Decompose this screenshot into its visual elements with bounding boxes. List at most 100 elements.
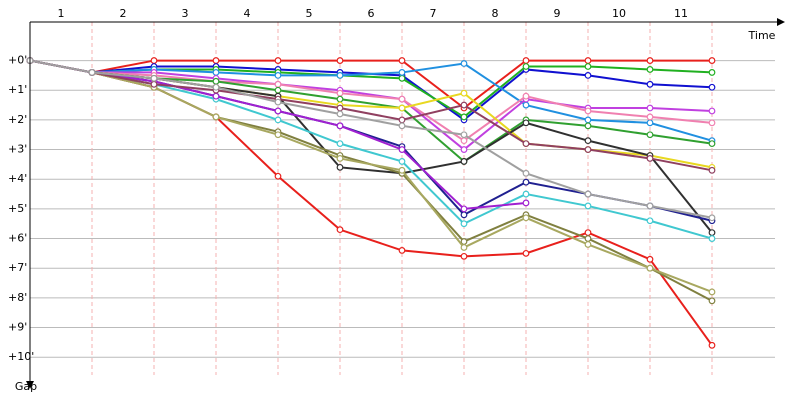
x-tick-label: 9 bbox=[554, 7, 561, 20]
point bbox=[274, 86, 282, 94]
y-tick-label: +0' bbox=[8, 54, 27, 67]
point bbox=[708, 83, 716, 91]
point bbox=[398, 158, 406, 165]
point bbox=[460, 137, 468, 145]
point bbox=[212, 77, 220, 85]
x-tick-label: 5 bbox=[306, 7, 313, 20]
x-tick-label: 3 bbox=[182, 7, 189, 20]
point bbox=[522, 119, 530, 127]
point bbox=[336, 226, 344, 234]
point bbox=[398, 69, 406, 76]
point bbox=[708, 166, 716, 174]
point bbox=[398, 104, 406, 112]
y-axis-label: Gap bbox=[15, 380, 37, 393]
point bbox=[646, 119, 654, 127]
series-line bbox=[29, 59, 713, 151]
x-tick-label: 10 bbox=[612, 7, 626, 20]
series-line bbox=[29, 59, 713, 172]
point bbox=[708, 140, 716, 148]
x-tick-label: 6 bbox=[368, 7, 375, 20]
y-tick-label: +10' bbox=[8, 350, 34, 363]
point bbox=[460, 89, 468, 97]
point bbox=[274, 71, 282, 79]
point bbox=[708, 235, 716, 242]
point bbox=[584, 137, 592, 145]
point bbox=[584, 63, 592, 70]
point bbox=[398, 122, 406, 130]
point bbox=[398, 74, 406, 82]
point bbox=[522, 140, 530, 148]
x-tick-label: 11 bbox=[674, 7, 688, 20]
point bbox=[584, 229, 592, 237]
point bbox=[708, 119, 716, 127]
point bbox=[460, 244, 468, 251]
point bbox=[522, 92, 530, 100]
series-line bbox=[29, 59, 713, 142]
point bbox=[460, 146, 468, 153]
point bbox=[646, 66, 654, 73]
point bbox=[708, 288, 716, 296]
point bbox=[708, 229, 716, 237]
y-tick-label: +6' bbox=[8, 232, 27, 245]
point bbox=[336, 104, 344, 112]
point bbox=[274, 131, 282, 139]
point bbox=[274, 98, 282, 106]
point bbox=[522, 101, 530, 109]
y-tick-label: +8' bbox=[8, 291, 27, 304]
point bbox=[522, 57, 530, 64]
point bbox=[150, 57, 158, 64]
point bbox=[522, 63, 530, 70]
point bbox=[646, 202, 654, 210]
point bbox=[646, 104, 654, 112]
point bbox=[398, 57, 406, 64]
point bbox=[460, 205, 468, 213]
point bbox=[336, 71, 344, 79]
point bbox=[584, 146, 592, 153]
point bbox=[336, 95, 344, 103]
point bbox=[584, 107, 592, 115]
point bbox=[646, 255, 654, 263]
point bbox=[522, 199, 530, 207]
point bbox=[398, 166, 406, 174]
point bbox=[460, 211, 468, 219]
point bbox=[522, 190, 530, 198]
point bbox=[336, 122, 344, 130]
y-tick-label: +3' bbox=[8, 143, 27, 156]
point bbox=[336, 110, 344, 118]
point bbox=[584, 57, 592, 64]
point bbox=[646, 131, 654, 139]
point bbox=[460, 158, 468, 165]
point bbox=[274, 116, 282, 124]
series-line bbox=[29, 59, 713, 293]
x-axis-label: Time bbox=[748, 29, 776, 42]
point bbox=[274, 57, 282, 64]
point bbox=[584, 122, 592, 130]
point bbox=[336, 163, 344, 171]
point bbox=[460, 60, 468, 67]
point bbox=[522, 178, 530, 186]
y-tick-label: +9' bbox=[8, 321, 27, 334]
point bbox=[646, 264, 654, 272]
point bbox=[646, 217, 654, 225]
point bbox=[584, 235, 592, 242]
point bbox=[584, 202, 592, 210]
series-line bbox=[29, 59, 712, 110]
point bbox=[212, 113, 220, 121]
point bbox=[212, 57, 220, 64]
point bbox=[212, 92, 220, 100]
point bbox=[646, 155, 654, 162]
point bbox=[88, 69, 96, 76]
point bbox=[460, 252, 468, 260]
point bbox=[708, 69, 716, 76]
point bbox=[336, 155, 344, 162]
point bbox=[522, 214, 530, 222]
point bbox=[336, 57, 344, 64]
point bbox=[646, 113, 654, 121]
point bbox=[274, 80, 282, 88]
point bbox=[522, 169, 530, 177]
point bbox=[150, 74, 158, 82]
point bbox=[212, 83, 220, 91]
point bbox=[460, 101, 468, 109]
point bbox=[212, 69, 220, 76]
